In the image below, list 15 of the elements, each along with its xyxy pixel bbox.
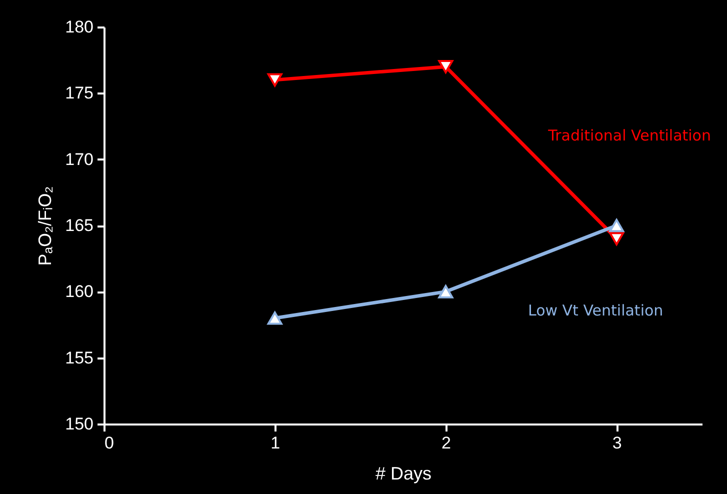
y-tick-label: 175 (65, 84, 94, 103)
y-tick-label: 160 (65, 282, 94, 302)
x-tick-label: 0 (104, 434, 114, 452)
series-label: Traditional Ventilation (547, 126, 711, 145)
x-tick-label: 2 (441, 434, 451, 452)
y-tick-label: 180 (65, 18, 94, 36)
y-axis-title: PₐO₂/FᵢO₂ (35, 186, 56, 266)
y-tick-label: 165 (65, 216, 94, 235)
y-tick-label: 150 (65, 414, 94, 434)
x-tick-label: 3 (612, 434, 622, 452)
text: Low Vt Ventilation (528, 302, 664, 320)
x-tick-label: 1 (270, 434, 280, 452)
x-axis-title: # Days (375, 464, 432, 484)
y-tick-label: 155 (65, 348, 94, 368)
y-tick-label: 170 (65, 150, 94, 169)
